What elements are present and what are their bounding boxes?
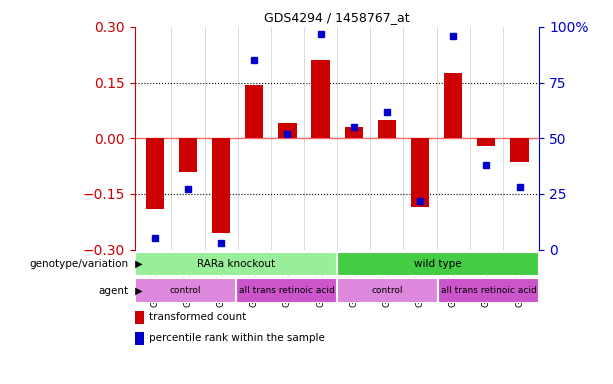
Bar [337,278,438,303]
Text: ▶: ▶ [132,286,142,296]
Bar [337,252,539,276]
Bar [511,138,528,162]
Bar [444,73,462,138]
Text: agent: agent [99,286,129,296]
Text: percentile rank within the sample: percentile rank within the sample [149,333,325,343]
Bar [135,278,236,303]
Text: all trans retinoic acid: all trans retinoic acid [238,286,335,295]
Bar [135,311,144,324]
Bar [311,60,330,138]
Text: all trans retinoic acid: all trans retinoic acid [441,286,537,295]
Bar [135,252,337,276]
Text: transformed count: transformed count [149,312,246,322]
Bar [278,123,297,138]
Bar [411,138,429,207]
Text: genotype/variation: genotype/variation [29,259,129,269]
Bar [236,278,337,303]
Text: control: control [170,286,201,295]
Bar [135,332,144,344]
Bar [212,138,230,233]
Bar [245,85,264,138]
Bar [378,120,396,138]
Text: ▶: ▶ [132,259,142,269]
Bar [478,138,495,146]
Title: GDS4294 / 1458767_at: GDS4294 / 1458767_at [264,11,410,24]
Bar [179,138,197,172]
Text: wild type: wild type [414,259,462,269]
Bar [146,138,164,209]
Bar [438,278,539,303]
Bar [345,127,363,138]
Text: control: control [372,286,403,295]
Text: RARa knockout: RARa knockout [197,259,275,269]
